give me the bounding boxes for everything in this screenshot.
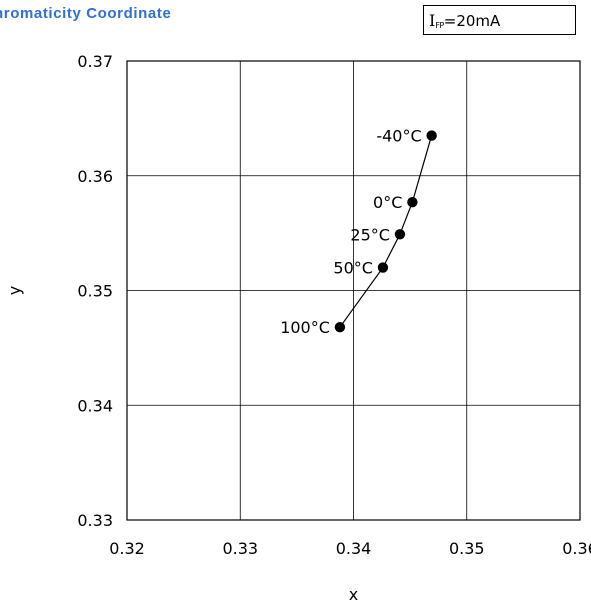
axis-ticks: 0.32 0.33 0.34 0.35 0.36 0.33 0.34 0.35 0.36 0.37 bbox=[77, 52, 591, 558]
x-tick-label: 0.32 bbox=[109, 539, 145, 558]
data-point bbox=[426, 130, 437, 141]
test-condition-box: IFP=20mA bbox=[423, 5, 576, 35]
data-point-label: 25°C bbox=[350, 225, 390, 244]
x-tick-label: 0.36 bbox=[562, 539, 591, 558]
data-point bbox=[407, 196, 418, 208]
y-tick-label: 0.35 bbox=[77, 282, 113, 301]
condition-value: =20mA bbox=[443, 12, 501, 30]
condition-symbol: I bbox=[429, 11, 436, 30]
x-axis-label: x bbox=[349, 585, 358, 604]
y-tick-label: 0.36 bbox=[77, 167, 113, 186]
condition-subscript: FP bbox=[435, 21, 444, 30]
y-tick-label: 0.37 bbox=[77, 52, 113, 71]
data-point bbox=[377, 262, 389, 273]
data-point-label: -40°C bbox=[376, 127, 421, 146]
y-tick-label: 0.34 bbox=[77, 396, 113, 415]
plot-area-frame bbox=[126, 60, 581, 521]
y-tick-label: 0.33 bbox=[77, 511, 113, 530]
data-series: 100°C 50°C 25°C 0°C -40°C bbox=[280, 127, 437, 337]
data-point-label: 0°C bbox=[373, 193, 402, 212]
x-tick-label: 0.34 bbox=[336, 539, 372, 558]
data-point-label: 50°C bbox=[333, 259, 373, 278]
data-point-label: 100°C bbox=[280, 318, 330, 337]
x-tick-label: 0.35 bbox=[449, 539, 485, 558]
grid-lines bbox=[127, 61, 580, 520]
chart-title: hromaticity Coordinate bbox=[0, 5, 172, 22]
x-tick-label: 0.33 bbox=[222, 539, 258, 558]
data-point bbox=[394, 229, 406, 240]
y-axis-label: y bbox=[5, 286, 24, 295]
data-point bbox=[334, 322, 346, 333]
